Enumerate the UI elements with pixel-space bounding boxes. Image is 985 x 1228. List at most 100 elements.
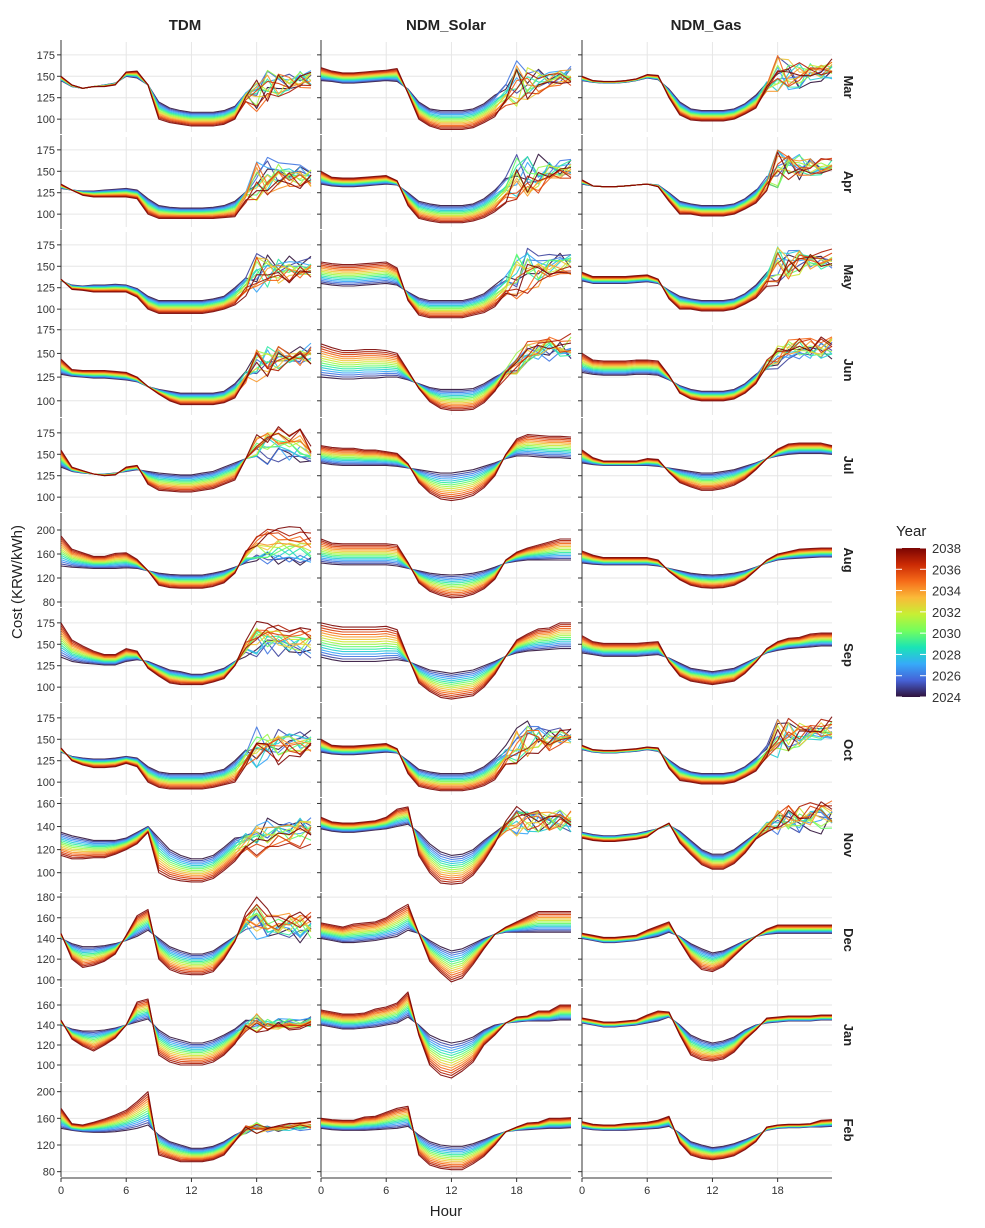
series-line-2038 <box>581 253 833 312</box>
y-axis-label: Cost (KRW/kWh) <box>9 525 26 639</box>
series-line-2035 <box>60 742 312 787</box>
x-axes-group: 0 6 12 18 0 6 12 18 0 6 12 18 <box>58 1177 832 1197</box>
series-line-2034 <box>320 440 572 494</box>
x-tick-label: 0 <box>318 1185 324 1197</box>
strip-label-nov: Nov <box>841 833 856 858</box>
series-line-2026 <box>60 817 312 863</box>
series-line-2024 <box>581 645 832 673</box>
y-tick-label: 100 <box>37 975 55 987</box>
series-line-2034 <box>60 542 312 585</box>
series-line-2037 <box>320 435 572 500</box>
y-tick-label: 125 <box>37 661 55 673</box>
series-line-2026 <box>581 341 833 394</box>
series-line-2037 <box>320 262 572 318</box>
panel-ndm_solar-apr <box>317 135 572 229</box>
series-line-2028 <box>320 553 571 583</box>
series-line-2038 <box>60 896 312 976</box>
series-line-2032 <box>320 67 572 122</box>
series-line-2037 <box>60 903 312 974</box>
series-line-2034 <box>581 337 833 399</box>
series-line-2032 <box>581 338 833 398</box>
series-line-2037 <box>320 333 572 410</box>
x-tick-label: 18 <box>511 1185 523 1197</box>
strip-label-feb: Feb <box>841 1118 856 1141</box>
column-header-tdm: TDM <box>169 17 202 34</box>
legend-title: Year <box>896 523 926 540</box>
series-line-2027 <box>60 553 312 579</box>
series-line-2029 <box>320 638 571 684</box>
y-tick-label: 160 <box>37 549 55 561</box>
series-line-2038 <box>320 342 572 411</box>
strip-label-jun: Jun <box>841 358 856 381</box>
strip-label-jan: Jan <box>841 1024 856 1046</box>
series-line-2026 <box>581 643 832 675</box>
series-line-2033 <box>320 912 571 972</box>
series-line-2034 <box>320 168 572 219</box>
series-line-2032 <box>320 811 572 873</box>
legend-tick-label: 2030 <box>932 626 961 641</box>
series-line-2035 <box>60 1098 312 1160</box>
series-line-2028 <box>60 1012 312 1050</box>
series-line-2028 <box>320 922 571 961</box>
series-line-2033 <box>320 260 572 313</box>
y-tick-label: 150 <box>37 166 55 178</box>
series-line-2027 <box>581 642 832 676</box>
series-line-2038 <box>60 1091 312 1163</box>
series-line-2033 <box>320 71 572 124</box>
series-line-2030 <box>320 550 571 586</box>
series-line-2038 <box>60 352 312 406</box>
series-line-2038 <box>581 442 833 491</box>
y-tick-label: 80 <box>43 597 55 609</box>
series-line-2029 <box>320 551 571 584</box>
series-line-2034 <box>60 824 312 876</box>
panel-tdm-jun: 100 125 150 175 <box>37 323 312 417</box>
series-line-2036 <box>320 172 571 221</box>
series-line-2035 <box>581 336 833 400</box>
panel-ndm_gas-jan <box>578 988 832 1082</box>
series-line-2025 <box>320 646 571 676</box>
series-line-2038 <box>60 827 312 883</box>
panel-tdm-oct: 100 125 150 175 <box>37 703 312 797</box>
x-tick-label: 18 <box>251 1185 263 1197</box>
series-line-2031 <box>581 639 832 679</box>
series-line-2025 <box>581 644 832 674</box>
y-tick-label: 175 <box>37 618 55 630</box>
series-line-2037 <box>320 68 572 129</box>
strip-label-aug: Aug <box>841 547 856 572</box>
panel-tdm-mar: 100 125 150 175 <box>37 40 312 134</box>
series-line-2027 <box>60 924 312 959</box>
series-line-2034 <box>320 544 571 592</box>
y-tick-label: 175 <box>37 240 55 252</box>
legend-tick-label: 2036 <box>932 562 961 577</box>
series-line-2024 <box>60 551 312 576</box>
x-tick-label: 12 <box>706 1185 718 1197</box>
series-line-2031 <box>320 725 572 783</box>
y-tick-label: 125 <box>37 471 55 483</box>
series-line-2030 <box>60 545 312 582</box>
series-line-2034 <box>60 912 312 970</box>
series-line-2026 <box>320 556 571 579</box>
series-line-2030 <box>320 253 572 309</box>
series-line-2037 <box>320 807 572 883</box>
strip-label-may: May <box>841 264 856 290</box>
x-tick-label: 12 <box>185 1185 197 1197</box>
series-line-2027 <box>320 253 572 305</box>
series-line-2036 <box>320 808 572 881</box>
panel-ndm_gas-dec <box>578 893 832 987</box>
series-line-2036 <box>581 338 833 400</box>
series-line-2037 <box>581 337 833 401</box>
series-line-2025 <box>581 342 833 393</box>
y-tick-label: 125 <box>37 93 55 105</box>
panel-tdm-nov: 100 120 140 160 <box>37 798 312 892</box>
strip-label-dec: Dec <box>841 928 856 952</box>
series-line-2030 <box>320 731 572 782</box>
series-line-2030 <box>320 918 571 965</box>
series-line-2030 <box>60 912 312 964</box>
series-line-2036 <box>60 738 312 788</box>
series-line-2026 <box>320 256 572 304</box>
series-line-2032 <box>581 638 832 680</box>
strip-label-mar: Mar <box>841 75 856 98</box>
series-line-2028 <box>320 161 572 212</box>
